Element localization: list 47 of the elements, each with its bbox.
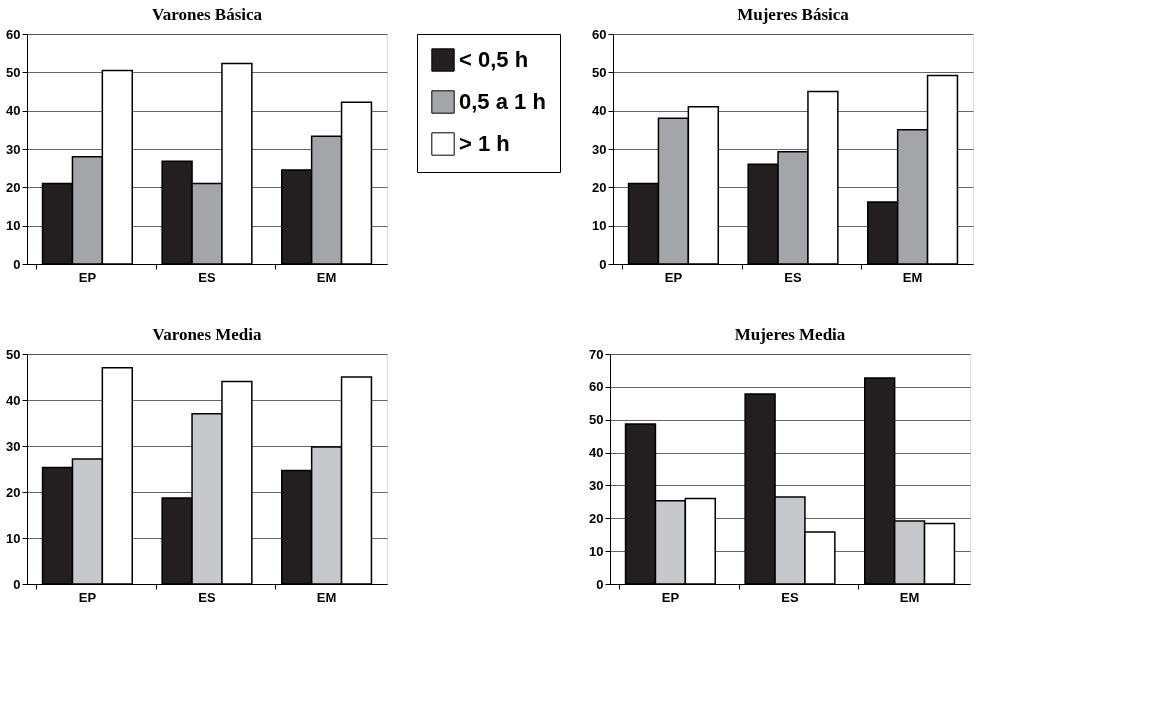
x-tick-label: EP <box>664 269 683 285</box>
y-tick-label: 40 <box>592 103 607 119</box>
y-tick-label: 40 <box>6 103 21 119</box>
y-tick-label: 30 <box>589 477 604 493</box>
x-tick-label: ES <box>781 589 799 605</box>
y-tick-label: 0 <box>596 576 604 592</box>
legend-label: > 1 h <box>459 131 510 156</box>
chart-title: Mujeres Básica <box>737 5 850 24</box>
y-tick-label: 20 <box>6 179 21 195</box>
x-tick-label: EP <box>78 589 97 605</box>
y-tick-label: 30 <box>6 438 21 454</box>
chart-title: Varones Media <box>152 325 263 344</box>
y-tick-label: 0 <box>599 256 607 272</box>
chart-title: Mujeres Media <box>734 325 846 344</box>
y-tick-label: 0 <box>13 256 21 272</box>
x-tick-label: EM <box>316 589 337 605</box>
y-tick-label: 10 <box>589 543 604 559</box>
y-tick-label: 50 <box>589 412 604 428</box>
x-tick-label: EM <box>899 589 920 605</box>
y-tick-label: 20 <box>6 484 21 500</box>
y-tick-label: 50 <box>592 64 607 80</box>
x-tick-label: EP <box>78 269 97 285</box>
x-tick-label: EM <box>316 269 337 285</box>
y-tick-label: 0 <box>13 576 21 592</box>
y-tick-label: 20 <box>589 510 604 526</box>
y-tick-label: 70 <box>589 346 604 362</box>
y-tick-label: 30 <box>592 141 607 157</box>
legend-label: 0,5 a 1 h <box>459 89 546 114</box>
y-tick-label: 50 <box>6 346 21 362</box>
y-tick-label: 60 <box>592 26 607 42</box>
y-tick-label: 10 <box>6 530 21 546</box>
y-tick-label: 60 <box>6 26 21 42</box>
y-tick-label: 20 <box>592 179 607 195</box>
y-tick-label: 30 <box>6 141 21 157</box>
x-tick-label: ES <box>198 269 216 285</box>
y-tick-label: 40 <box>589 445 604 461</box>
x-tick-label: ES <box>784 269 802 285</box>
y-tick-label: 60 <box>589 379 604 395</box>
y-tick-label: 40 <box>6 392 21 408</box>
y-tick-label: 10 <box>6 218 21 234</box>
chart-title: Varones Básica <box>151 5 263 24</box>
x-tick-label: ES <box>198 589 216 605</box>
legend-label: < 0,5 h <box>459 47 529 72</box>
x-tick-label: EM <box>902 269 923 285</box>
y-tick-label: 50 <box>6 64 21 80</box>
x-tick-label: EP <box>661 589 680 605</box>
y-tick-label: 10 <box>592 218 607 234</box>
